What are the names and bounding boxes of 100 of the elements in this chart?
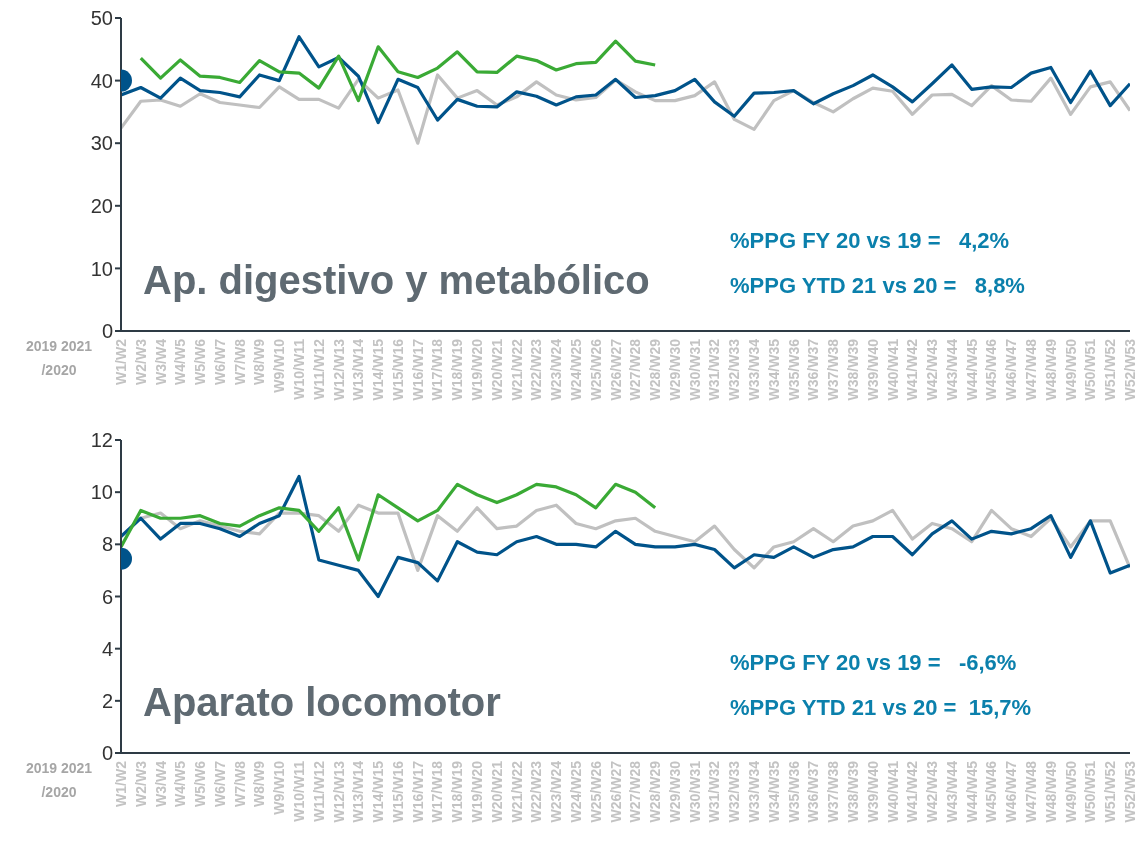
x-tick-label: W42/W43 <box>924 338 941 401</box>
x-tick-label: W29/W30 <box>666 338 683 401</box>
y-tick-label: 50 <box>90 7 113 30</box>
x-tick-label: W14/W15 <box>370 760 387 823</box>
y-tick-label: 4 <box>101 637 113 660</box>
x-tick-label: W19/W20 <box>469 760 486 823</box>
x-tick-label: W47/W48 <box>1023 760 1040 823</box>
x-tick-label: W41/W42 <box>904 760 921 823</box>
text: /2020 <box>41 784 77 800</box>
x-tick-label: W30/W31 <box>686 338 703 401</box>
x-tick-label: W24/W25 <box>567 338 584 401</box>
x-tick-label: W28/W29 <box>647 760 664 823</box>
x-tick-label: W45/W46 <box>983 338 1000 401</box>
x-tick-label: W25/W26 <box>587 338 604 401</box>
x-tick-label: W35/W36 <box>785 338 802 401</box>
x-tick-label: W43/W44 <box>943 760 960 823</box>
x-tick-label: W28/W29 <box>647 338 664 401</box>
x-tick-label: W49/W50 <box>1062 338 1079 401</box>
x-tick-label: W47/W48 <box>1023 338 1040 401</box>
x-tick-label: W18/W19 <box>449 760 466 823</box>
text: Ap. digestivo y metabólico <box>143 258 650 303</box>
x-tick-label: W45/W46 <box>983 760 1000 823</box>
x-tick-label: W1/W2 <box>112 338 129 385</box>
x-tick-label: W16/W17 <box>409 338 426 401</box>
x-tick-label: W50/W51 <box>1082 338 1099 401</box>
x-tick-label: W26/W27 <box>607 338 624 401</box>
x-tick-label: W19/W20 <box>469 338 486 401</box>
x-tick-label: W52/W53 <box>1121 760 1135 823</box>
x-tick-label: W48/W49 <box>1042 338 1059 401</box>
line-series <box>139 503 1130 573</box>
x-tick-label: W46/W47 <box>1003 338 1020 401</box>
text: 2019 2021 <box>25 338 93 354</box>
x-tick-label: W6/W7 <box>211 760 228 807</box>
annotation: %PPG YTD 21 vs 20 = 15,7% <box>730 695 1033 721</box>
x-tick-label: W51/W52 <box>1102 760 1119 823</box>
x-tick-label: W4/W5 <box>172 338 189 385</box>
y-tick-label: 10 <box>90 257 113 280</box>
x-tick-label: W5/W6 <box>192 760 209 807</box>
x-tick-label: W51/W52 <box>1102 338 1119 401</box>
x-tick-label: W27/W28 <box>627 760 644 823</box>
annotation: %PPG FY 20 vs 19 = 4,2% <box>730 228 1011 254</box>
line-series <box>121 35 1130 125</box>
x-tick-label: W11/W12 <box>310 338 327 400</box>
x-tick-label: W9/W10 <box>271 338 288 393</box>
x-tick-label: W10/W11 <box>291 338 307 400</box>
x-tick-label: W46/W47 <box>1003 760 1020 823</box>
x-tick-label: W4/W5 <box>172 760 189 807</box>
x-tick-label: W5/W6 <box>192 338 209 385</box>
x-tick-label: W2/W3 <box>132 760 149 807</box>
x-tick-label: W6/W7 <box>211 338 228 385</box>
x-tick-label: W13/W14 <box>350 338 367 401</box>
x-tick-label: W24/W25 <box>567 760 584 823</box>
x-tick-label: W48/W49 <box>1042 760 1059 823</box>
x-tick-label: W22/W23 <box>528 760 545 823</box>
x-tick-label: W39/W40 <box>864 760 881 823</box>
x-tick-label: W12/W13 <box>330 760 347 823</box>
x-tick-label: W50/W51 <box>1082 760 1099 823</box>
x-tick-label: W44/W45 <box>963 760 980 823</box>
text: /2020 <box>41 362 77 378</box>
y-tick-label: 8 <box>101 533 113 556</box>
x-tick-label: W25/W26 <box>587 760 604 823</box>
x-tick-label: W43/W44 <box>943 338 960 401</box>
x-tick-label: W11/W12 <box>310 760 327 822</box>
x-tick-label: W33/W34 <box>746 760 763 823</box>
x-tick-label: W20/W21 <box>488 338 505 401</box>
text: Aparato locomotor <box>143 680 501 725</box>
annotation: %PPG FY 20 vs 19 = -6,6% <box>730 650 1018 676</box>
x-tick-label: W26/W27 <box>607 760 624 823</box>
x-tick-label: W44/W45 <box>963 338 980 401</box>
y-tick-label: 6 <box>101 585 113 608</box>
x-tick-label: W3/W4 <box>152 760 169 807</box>
line-series <box>121 474 1130 599</box>
y-tick-label: 0 <box>101 320 113 343</box>
x-tick-label: W7/W8 <box>231 338 248 385</box>
x-tick-label: W10/W11 <box>291 760 307 822</box>
x-tick-label: W52/W53 <box>1121 338 1135 401</box>
y-tick-label: 2 <box>101 689 113 712</box>
x-tick-label: W7/W8 <box>231 760 248 807</box>
y-tick-label: 10 <box>90 481 113 504</box>
x-tick-label: W2/W3 <box>132 338 149 385</box>
x-tick-label: W14/W15 <box>370 338 387 401</box>
x-tick-label: W12/W13 <box>330 338 347 401</box>
y-tick-label: 20 <box>90 194 113 217</box>
x-tick-label: W21/W22 <box>508 338 525 401</box>
x-tick-label: W22/W23 <box>528 338 545 401</box>
x-tick-label: W3/W4 <box>152 338 169 385</box>
x-tick-label: W16/W17 <box>409 760 426 823</box>
x-tick-label: W8/W9 <box>251 338 268 385</box>
x-tick-label: W36/W37 <box>805 760 822 823</box>
x-tick-label: W49/W50 <box>1062 760 1079 823</box>
x-tick-label: W40/W41 <box>884 338 901 401</box>
x-tick-label: W8/W9 <box>251 760 268 807</box>
y-tick-label: 40 <box>90 69 113 92</box>
y-tick-label: 0 <box>101 742 113 765</box>
annotation: %PPG YTD 21 vs 20 = 8,8% <box>730 273 1026 299</box>
y-tick-label: 12 <box>90 429 113 452</box>
x-tick-label: W27/W28 <box>627 338 644 401</box>
x-tick-label: W17/W18 <box>429 760 446 823</box>
x-tick-label: W41/W42 <box>904 338 921 401</box>
text: 2019 2021 <box>25 760 93 776</box>
